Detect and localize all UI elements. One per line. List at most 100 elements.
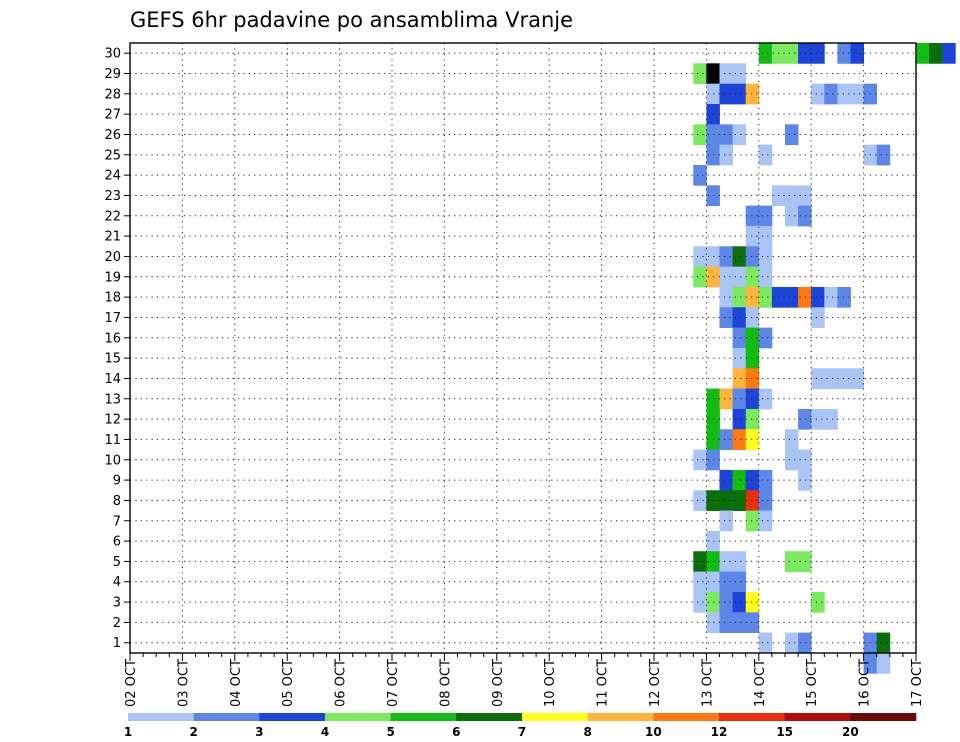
y-tick-label: 3 [113,596,121,611]
heatmap-cell [837,43,851,64]
heatmap-cell [758,632,773,654]
y-tick-label: 7 [113,514,121,529]
heatmap-cell [732,408,747,430]
colorbar-swatch [719,713,785,721]
colorbar-label: 8 [583,725,591,739]
heatmap-cell [798,408,812,430]
colorbar-label: 3 [255,725,263,739]
colorbar-swatch [456,713,523,721]
colorbar-swatch [325,713,391,721]
x-tick-label: 11 OCT [596,659,611,707]
heatmap-cell [785,429,799,450]
heatmap-cells [693,43,956,674]
heatmap-cell [745,408,760,430]
colorbar-swatch [259,713,326,721]
y-tick-label: 1 [113,636,121,651]
heatmap-cell [850,368,864,390]
heatmap-cell [758,510,773,532]
heatmap-cell [824,286,838,308]
y-tick-label: 30 [104,47,121,62]
x-tick-label: 04 OCT [229,659,244,707]
heatmap-cell [758,246,773,268]
y-tick-label: 28 [104,87,121,102]
y-tick-label: 20 [104,250,121,265]
heatmap-cell [876,652,891,674]
heatmap-cell [798,632,812,654]
heatmap-cell [706,388,720,410]
heatmap-cell [732,368,747,390]
y-tick-label: 26 [104,128,121,143]
heatmap-cell [745,327,760,349]
heatmap-cell [745,225,760,247]
y-tick-label: 11 [104,433,121,448]
heatmap-cell [745,205,760,227]
heatmap-cell [785,124,799,146]
heatmap-cell [719,144,733,166]
colorbar-label: 10 [645,725,662,739]
heatmap-cell [876,632,891,654]
y-tick-label: 12 [104,413,121,428]
y-tick-label: 23 [104,189,121,204]
heatmap-cell [706,246,720,268]
x-tick-label: 12 OCT [648,659,663,707]
heatmap-cell [745,469,760,491]
x-tick-label: 08 OCT [438,659,453,707]
x-tick-label: 14 OCT [753,659,768,707]
heatmap-cell [719,63,733,85]
heatmap-cell [745,388,760,410]
heatmap-cell [706,530,720,552]
heatmap-cell [745,246,760,268]
heatmap-cell [693,246,707,268]
heatmap-cell [850,83,864,105]
heatmap-cell [758,225,773,247]
y-tick-label: 27 [104,108,121,123]
colorbar-swatch [193,713,260,721]
heatmap-cell [719,388,733,410]
heatmap-cell [719,551,733,572]
colorbar-swatch [587,713,654,721]
heatmap-cell [745,591,760,613]
colorbar-label: 6 [452,725,460,739]
heatmap-cell [719,490,733,511]
heatmap-cell [719,469,733,491]
x-tick-label: 13 OCT [700,659,715,707]
heatmap-cell [785,205,799,227]
heatmap-cell [732,591,747,613]
heatmap-cell [732,429,747,450]
y-tick-label: 29 [104,67,121,82]
x-tick-label: 10 OCT [543,659,558,707]
heatmap-cell [719,510,733,532]
x-tick-label: 09 OCT [491,659,506,707]
x-tick-label: 16 OCT [858,659,873,707]
y-tick-label: 13 [104,392,121,407]
colorbar-label: 2 [189,725,197,739]
heatmap-cell [824,368,838,390]
y-tick-label: 15 [104,352,121,367]
heatmap-cell [732,388,747,410]
heatmap-cell [798,286,812,308]
colorbar-swatch [784,713,851,721]
heatmap-cell [719,307,733,329]
heatmap-cell [719,266,733,288]
heatmap-cell [798,469,812,491]
colorbar-label: 20 [842,725,859,739]
heatmap-cell [798,551,812,572]
y-tick-label: 16 [104,331,121,346]
heatmap-cell [693,571,707,593]
heatmap-cell [798,185,812,207]
heatmap-cell [693,124,707,146]
heatmap-cell [732,327,747,349]
heatmap-cell [706,266,720,288]
heatmap-cell [706,449,720,471]
heatmap-cell [732,83,747,105]
y-tick-label: 19 [104,270,121,285]
heatmap-cell [693,164,707,186]
heatmap-cell [758,469,773,491]
heatmap-cell [745,307,760,329]
heatmap-cell [693,591,707,613]
colorbar-swatch [390,713,457,721]
colorbar-label: 12 [711,725,728,739]
heatmap-cell [798,43,812,64]
heatmap-cell [745,368,760,390]
